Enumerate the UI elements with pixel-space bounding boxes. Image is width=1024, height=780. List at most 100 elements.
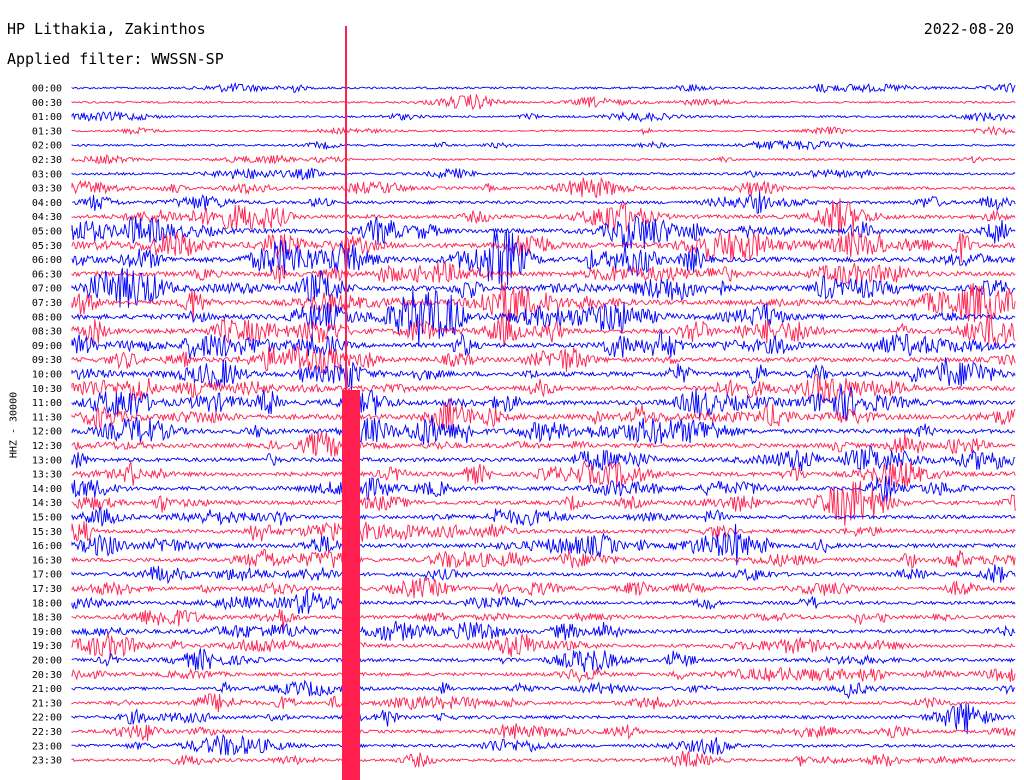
row-time-label: 13:30 <box>32 470 62 481</box>
trace-line <box>71 125 1016 137</box>
trace-line <box>71 733 1016 756</box>
trace-line <box>71 329 1016 359</box>
row-time-label: 05:00 <box>32 227 62 238</box>
trace-line <box>71 620 1016 641</box>
row-time-label: 19:00 <box>32 627 62 638</box>
row-time-label: 04:00 <box>32 198 62 209</box>
trace-line <box>71 564 1016 585</box>
filter-label: Applied filter: WWSSN-SP <box>7 50 224 68</box>
trace-line <box>71 154 1016 165</box>
row-time-label: 21:30 <box>32 698 62 709</box>
row-time-label: 12:30 <box>32 441 62 452</box>
trace-line <box>71 139 1016 151</box>
trace-line <box>71 723 1016 742</box>
row-time-label: 01:00 <box>32 112 62 123</box>
row-time-label: 06:30 <box>32 269 62 280</box>
row-time-label: 16:00 <box>32 541 62 552</box>
row-time-label: 16:30 <box>32 555 62 566</box>
row-time-label: 00:30 <box>32 98 62 109</box>
row-time-label: 03:30 <box>32 184 62 195</box>
trace-line <box>71 261 1016 286</box>
trace-line <box>71 357 1016 390</box>
trace-line <box>71 191 1016 214</box>
row-time-label: 05:30 <box>32 241 62 252</box>
row-time-label: 18:00 <box>32 598 62 609</box>
row-time-label: 15:00 <box>32 513 62 524</box>
trace-line <box>71 518 1016 543</box>
row-time-label: 20:00 <box>32 656 62 667</box>
trace-line <box>71 609 1016 631</box>
trace-line <box>71 215 1016 250</box>
row-time-label: 22:30 <box>32 727 62 738</box>
row-time-label: 22:00 <box>32 713 62 724</box>
row-time-label: 06:00 <box>32 255 62 266</box>
trace-line <box>71 398 1016 432</box>
trace-line <box>71 480 1016 526</box>
trace-line <box>71 282 1016 323</box>
trace-line <box>71 445 1016 472</box>
trace-line <box>71 230 1016 263</box>
trace-line <box>71 229 1016 290</box>
trace-line <box>71 373 1016 404</box>
row-time-label: 14:00 <box>32 484 62 495</box>
channel-label: HHZ - 30000 <box>8 391 20 459</box>
trace-line <box>71 459 1016 488</box>
trace-line <box>71 313 1016 347</box>
row-time-label: 02:00 <box>32 141 62 152</box>
trace-line <box>71 475 1016 503</box>
row-time-label: 14:30 <box>32 498 62 509</box>
trace-line <box>71 345 1016 374</box>
trace-line <box>71 648 1016 673</box>
row-time-label: 17:00 <box>32 570 62 581</box>
trace-line <box>71 289 1016 347</box>
row-time-label: 01:30 <box>32 126 62 137</box>
trace-line <box>71 81 1016 94</box>
row-time-label: 10:30 <box>32 384 62 395</box>
trace-line <box>71 431 1016 457</box>
trace-line <box>71 693 1016 713</box>
trace-line <box>71 523 1016 566</box>
row-time-label: 00:00 <box>32 84 62 95</box>
trace-line <box>71 414 1016 445</box>
trace-line <box>71 679 1016 700</box>
row-time-label: 08:30 <box>32 327 62 338</box>
row-time-label: 07:00 <box>32 284 62 295</box>
row-time-label: 02:30 <box>32 155 62 166</box>
trace-line <box>71 94 1016 111</box>
row-time-label: 10:00 <box>32 370 62 381</box>
row-time-label: 17:30 <box>32 584 62 595</box>
large-event-mark <box>342 390 360 780</box>
row-time-label: 13:00 <box>32 455 62 466</box>
trace-line <box>71 589 1016 615</box>
trace-line <box>71 576 1016 599</box>
row-time-label: 23:30 <box>32 756 62 767</box>
row-time-label: 15:30 <box>32 527 62 538</box>
trace-line <box>71 667 1016 684</box>
row-time-label: 07:30 <box>32 298 62 309</box>
row-time-label: 23:00 <box>32 741 62 752</box>
trace-line <box>71 198 1016 237</box>
row-time-label: 03:00 <box>32 169 62 180</box>
row-time-label: 21:00 <box>32 684 62 695</box>
row-time-label: 11:00 <box>32 398 62 409</box>
trace-line <box>71 384 1016 422</box>
row-time-label: 19:30 <box>32 641 62 652</box>
row-time-label: 11:30 <box>32 412 62 423</box>
trace-line <box>71 750 1016 769</box>
trace-line <box>71 176 1016 199</box>
trace-line <box>71 633 1016 659</box>
row-time-label: 18:30 <box>32 613 62 624</box>
trace-line <box>71 506 1016 527</box>
trace-line <box>71 702 1016 735</box>
station-title: HP Lithakia, Zakinthos <box>7 20 206 38</box>
event-spike-mark <box>345 26 347 396</box>
row-time-label: 08:00 <box>32 312 62 323</box>
trace-line <box>71 167 1016 181</box>
trace-line <box>71 110 1016 123</box>
trace-line <box>71 267 1016 308</box>
row-time-label: 12:00 <box>32 427 62 438</box>
row-time-label: 04:30 <box>32 212 62 223</box>
trace-line <box>71 548 1016 569</box>
row-time-label: 09:30 <box>32 355 62 366</box>
